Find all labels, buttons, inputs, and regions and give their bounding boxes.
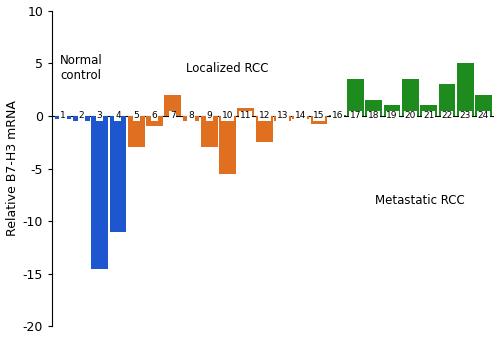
Text: 3: 3 — [97, 112, 102, 120]
Bar — [238, 108, 254, 116]
Text: 1: 1 — [60, 112, 66, 120]
Text: 15: 15 — [313, 112, 324, 120]
Text: 11: 11 — [240, 112, 252, 120]
Text: 10: 10 — [222, 112, 234, 120]
Bar — [438, 84, 456, 116]
Bar — [347, 79, 364, 116]
Text: 6: 6 — [152, 112, 158, 120]
Text: 19: 19 — [386, 112, 398, 120]
Bar — [475, 95, 492, 116]
Bar — [146, 116, 163, 126]
Text: 12: 12 — [258, 112, 270, 120]
Text: 17: 17 — [350, 112, 362, 120]
Bar — [384, 105, 400, 116]
Text: 5: 5 — [134, 112, 139, 120]
Text: 18: 18 — [368, 112, 380, 120]
Y-axis label: Relative B7-H3 mRNA: Relative B7-H3 mRNA — [6, 101, 18, 236]
Bar — [402, 79, 419, 116]
Text: 20: 20 — [404, 112, 416, 120]
Bar — [128, 116, 144, 148]
Bar — [256, 116, 272, 142]
Bar — [73, 116, 90, 121]
Text: 9: 9 — [206, 112, 212, 120]
Bar — [457, 63, 473, 116]
Text: 22: 22 — [442, 112, 452, 120]
Bar — [182, 116, 200, 121]
Bar — [201, 116, 218, 148]
Bar — [110, 116, 126, 232]
Bar — [274, 116, 291, 121]
Text: Normal
control: Normal control — [60, 54, 102, 83]
Text: 23: 23 — [460, 112, 471, 120]
Bar — [310, 116, 328, 124]
Bar — [54, 116, 72, 119]
Bar — [91, 116, 108, 269]
Text: 16: 16 — [332, 112, 343, 120]
Bar — [366, 100, 382, 116]
Text: 7: 7 — [170, 112, 175, 120]
Bar — [219, 116, 236, 174]
Text: 21: 21 — [423, 112, 434, 120]
Text: 8: 8 — [188, 112, 194, 120]
Text: 14: 14 — [295, 112, 306, 120]
Bar — [329, 115, 345, 116]
Text: 13: 13 — [276, 112, 288, 120]
Text: Metastatic RCC: Metastatic RCC — [374, 193, 464, 207]
Bar — [420, 105, 437, 116]
Text: Localized RCC: Localized RCC — [186, 62, 269, 75]
Text: 24: 24 — [478, 112, 489, 120]
Bar — [292, 116, 309, 119]
Bar — [164, 95, 181, 116]
Text: 2: 2 — [78, 112, 84, 120]
Text: 4: 4 — [115, 112, 120, 120]
